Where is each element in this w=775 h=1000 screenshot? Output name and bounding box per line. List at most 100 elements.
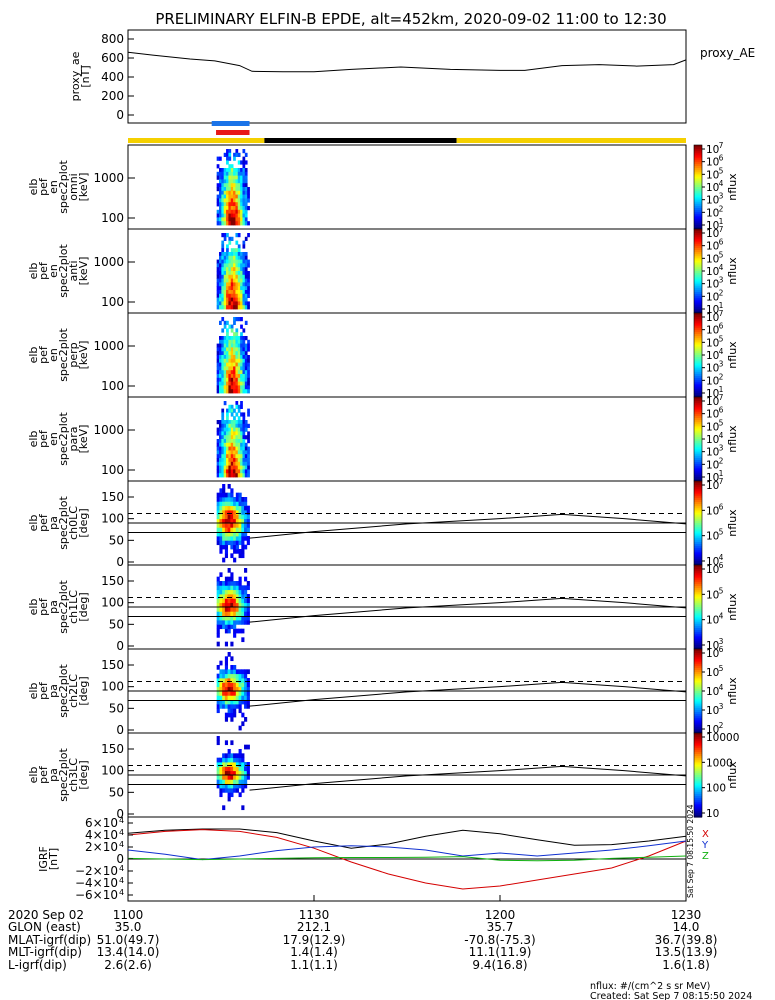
pa_ch0-cell xyxy=(224,531,229,537)
pa_ch1-ylabel-line: spec2plot xyxy=(57,580,70,634)
spec_para-cell xyxy=(219,423,222,428)
pa_ch3-cell xyxy=(224,766,229,772)
spec_perp-cell xyxy=(237,351,241,356)
spec_para-cell xyxy=(240,469,243,474)
spec_omni-frame xyxy=(127,144,687,230)
pa_ch2-colorbar-step xyxy=(694,720,702,724)
pa_ch2-cell xyxy=(222,695,226,701)
spec_perp-cell xyxy=(221,381,225,386)
pa_ch3-cell xyxy=(238,757,242,763)
spec_perp-ylabel-line: perp xyxy=(67,342,80,367)
spec_para-cell xyxy=(237,446,241,451)
spec_anti-cell xyxy=(230,293,234,298)
pa_ch0-cell xyxy=(224,540,229,546)
pa_ch0-colorbar-step xyxy=(694,508,702,511)
pa_ch0-cell xyxy=(230,527,234,533)
spec_anti-cell xyxy=(226,244,229,249)
spec_omni-cell xyxy=(244,209,248,214)
pa_ch2-cell xyxy=(238,708,242,714)
pa_ch2-ylabel-line: spec2plot xyxy=(57,664,70,718)
spec_para-colorbar-step xyxy=(694,434,702,438)
spec_omni-cell xyxy=(228,175,232,180)
spec_anti-cell xyxy=(223,267,227,272)
spec_perp-cell xyxy=(230,343,234,348)
pa_ch2-cell xyxy=(222,678,226,683)
spec_omni-cell xyxy=(223,175,227,180)
orbit-bar-segment xyxy=(264,138,457,143)
spec_omni-colorbar-step xyxy=(694,210,702,213)
spec_omni-cell xyxy=(233,187,236,192)
spec_anti-cell xyxy=(235,290,239,295)
pa_ch0-cell xyxy=(224,527,229,533)
pa_ch0-ylabel-line: elb xyxy=(27,515,40,532)
pa_ch2-cell xyxy=(230,717,234,722)
pa_ch1-colorbar-tick-exp: 6 xyxy=(719,561,724,570)
spec_para-frame xyxy=(127,396,687,482)
spec_omni-cell xyxy=(223,217,227,222)
spec_para-cell xyxy=(235,446,239,451)
spec_omni-cell xyxy=(216,175,220,180)
spec_perp-cell xyxy=(221,366,225,371)
spec_anti-cell xyxy=(235,297,239,302)
pa_ch1-cell xyxy=(235,594,239,599)
grf-ytick-exp: 4 xyxy=(119,876,124,885)
spec_perp-colorbar-tick-label: 10 xyxy=(706,312,719,324)
pa_ch1-cell xyxy=(230,576,234,582)
pa_ch0-colorbar-tick-label: 10 xyxy=(706,556,719,568)
pa_ch3-cell xyxy=(244,783,248,789)
spec_para-cell xyxy=(219,442,222,447)
pa_ch2-cell xyxy=(238,673,242,679)
pa_ch1-cell xyxy=(246,594,250,599)
grf-side-label: Z xyxy=(702,851,709,862)
spec_perp-cell xyxy=(244,370,248,375)
spec_para-cell xyxy=(223,446,227,451)
spec_omni-colorbar-step xyxy=(694,216,702,220)
spec_perp-cell xyxy=(216,381,220,386)
spec_omni-cell xyxy=(216,187,220,192)
spec_anti-colorbar-step xyxy=(694,292,702,295)
pa_ch0-cell xyxy=(233,536,237,541)
spec_anti-cell xyxy=(237,290,241,295)
spec_para-colorbar-step xyxy=(694,478,702,482)
spec_omni-cell xyxy=(237,175,241,180)
spec_perp-cell xyxy=(223,320,227,325)
pa_ch1-cell xyxy=(244,594,248,599)
spec_anti-colorbar-step xyxy=(694,235,702,238)
spec_omni-colorbar-step xyxy=(694,222,702,226)
pa_ch2-cell xyxy=(227,712,231,718)
spec_anti-colorbar-step xyxy=(694,258,702,262)
spec_para-cell xyxy=(221,416,225,421)
spec_omni-cell xyxy=(233,190,236,195)
pa_ch3-colorbar-step xyxy=(694,768,702,772)
pa_ch0-colorbar-step xyxy=(694,514,702,518)
spec_para-cell xyxy=(228,461,232,466)
spec_omni-cell xyxy=(235,209,239,214)
spec_omni-cell xyxy=(233,183,236,188)
spec_perp-cell xyxy=(240,366,243,371)
spec_omni-cell xyxy=(240,221,243,226)
spec_para-colorbar-tick-label: 10 xyxy=(706,421,719,433)
pa_ch2-colorbar-step xyxy=(694,649,702,652)
pa_ch1-cell xyxy=(216,602,220,608)
spec_para-cell xyxy=(237,442,241,447)
spec_anti-cell xyxy=(235,278,239,283)
pa_ch3-ylabel-line: pa xyxy=(47,768,60,782)
spec_perp-colorbar-step xyxy=(694,371,702,375)
spec_perp-cell xyxy=(237,358,241,363)
spec_para-cell xyxy=(216,439,220,444)
spec_anti-cell xyxy=(233,267,236,272)
pa_ch0-cell xyxy=(233,510,237,515)
pa_ch0-cell xyxy=(222,505,226,511)
spec_omni-cell xyxy=(233,206,236,211)
pa_ch3-cell xyxy=(244,744,248,750)
pa_ch1-colorbar-tick-exp: 5 xyxy=(719,586,724,595)
pa_ch2-cell xyxy=(227,704,231,709)
pa_ch1-ytick-label: 50 xyxy=(109,617,124,631)
pa_ch1-cell xyxy=(230,611,234,617)
spec_para-cell xyxy=(244,450,248,455)
pa_ch1-colorbar-step xyxy=(694,625,702,629)
pa_ch1-cell xyxy=(246,607,250,612)
pa_ch2-cell xyxy=(227,686,231,692)
